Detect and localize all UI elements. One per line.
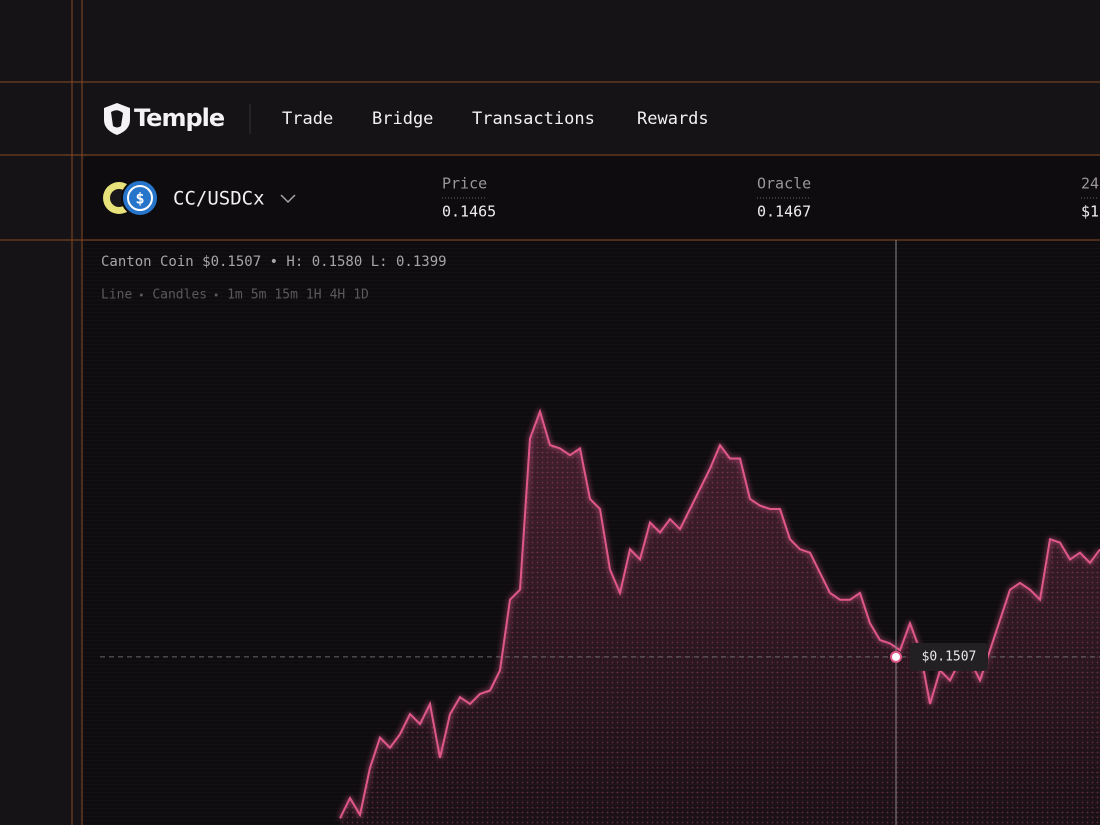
nav: Trade Bridge Transactions Rewards bbox=[282, 109, 709, 129]
mode-option[interactable]: Candles bbox=[152, 288, 207, 303]
stat-label: Oracle bbox=[757, 175, 811, 193]
nav-item[interactable]: Transactions bbox=[472, 109, 595, 129]
interval-option[interactable]: 1m bbox=[227, 288, 243, 303]
separator bbox=[214, 293, 218, 297]
stat-label: Price bbox=[442, 175, 487, 193]
pair-name[interactable]: CC/USDCx bbox=[173, 188, 265, 210]
pair-dropdown[interactable] bbox=[280, 194, 296, 204]
mode-option[interactable]: Line bbox=[101, 288, 132, 303]
area-dots bbox=[340, 411, 1100, 825]
interval-option[interactable]: 1H bbox=[306, 288, 322, 303]
interval-option[interactable]: 5m bbox=[251, 288, 267, 303]
stat-value: 0.1465 bbox=[442, 203, 496, 221]
separator bbox=[139, 293, 143, 297]
logo-icon-detail bbox=[111, 110, 123, 128]
hover-label: $0.1507 bbox=[922, 649, 977, 664]
stats: Price 0.1465 Oracle 0.1467 24 $1 bbox=[442, 175, 1100, 221]
chart-options: Line Candles 1m 5m 15m 1H 4H 1D bbox=[101, 288, 369, 303]
chart: $0.1507 bbox=[100, 240, 1100, 825]
nav-item[interactable]: Bridge bbox=[372, 109, 433, 129]
hover-tooltip bbox=[910, 642, 988, 671]
brand: Temple bbox=[134, 104, 225, 132]
stat-value: $1 bbox=[1081, 203, 1099, 221]
interval-option[interactable]: 1D bbox=[353, 288, 369, 303]
stat-value: 0.1467 bbox=[757, 203, 811, 221]
nav-item[interactable]: Rewards bbox=[637, 109, 709, 129]
stat-label: 24 bbox=[1081, 175, 1099, 193]
hover-point bbox=[890, 650, 902, 663]
interval-option[interactable]: 15m bbox=[274, 288, 298, 303]
interval-option[interactable]: 4H bbox=[330, 288, 346, 303]
chart-summary: Canton Coin $0.1507 • H: 0.1580 L: 0.139… bbox=[101, 254, 447, 270]
token-icon-usdc-ring bbox=[127, 185, 153, 211]
nav-item[interactable]: Trade bbox=[282, 109, 333, 129]
token-icon-usdc-glyph: $ bbox=[135, 190, 144, 208]
